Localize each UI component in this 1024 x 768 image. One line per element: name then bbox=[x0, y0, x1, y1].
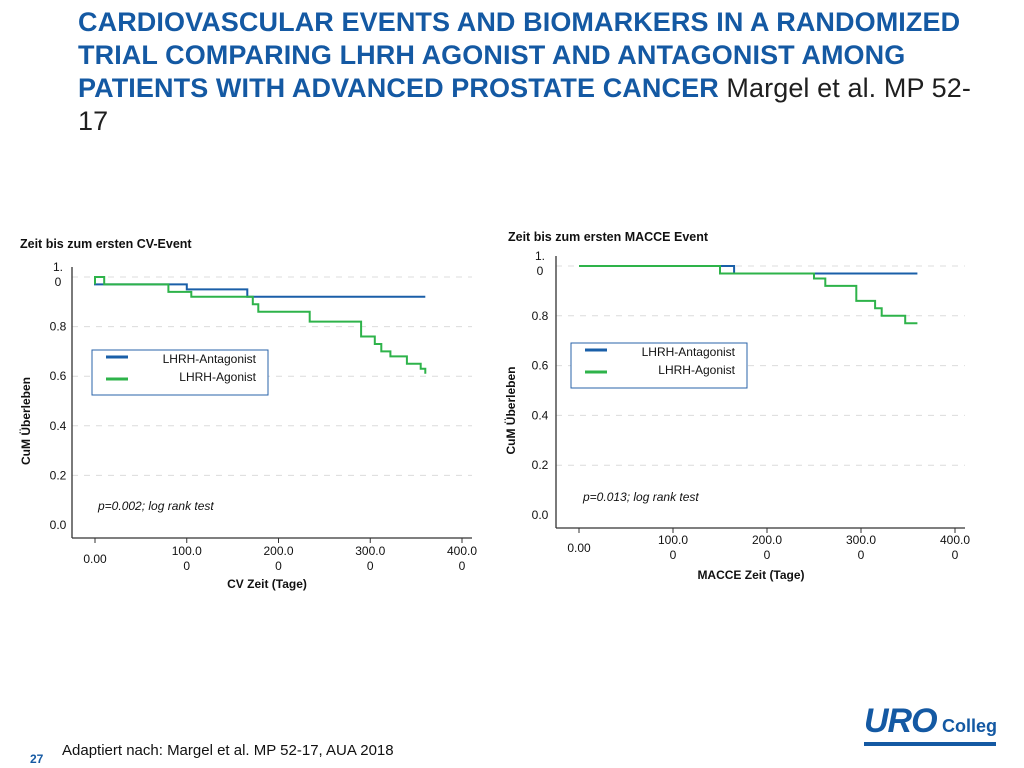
urocolleg-logo: URO Colleg bbox=[864, 702, 1000, 746]
x-tick-label: 300.0 0 bbox=[355, 544, 385, 573]
legend-label: LHRH-Agonist bbox=[658, 363, 735, 377]
x-tick-label: 400.0 0 bbox=[940, 533, 970, 562]
slide-title-citation: Margel et al. MP 52-17 bbox=[78, 73, 972, 136]
legend-label: LHRH-Antagonist bbox=[642, 345, 736, 359]
y-tick-label: 0.0 bbox=[532, 508, 549, 522]
y-tick-label: 1. 0 bbox=[53, 260, 63, 289]
y-tick-label: 0.2 bbox=[50, 468, 67, 482]
p-value-annotation-macce: p=0.013; log rank test bbox=[582, 490, 699, 504]
y-tick-label: 1. 0 bbox=[535, 249, 545, 278]
chart-cv: Zeit bis zum ersten CV-Event 1. 0 0.8 0.6 0.4… bbox=[18, 237, 477, 591]
slide-title: CARDIOVASCULAR EVENTS AND BIOMARKERS IN … bbox=[78, 6, 978, 138]
logo-underline bbox=[864, 742, 996, 746]
y-tick-label: 0.2 bbox=[532, 458, 549, 472]
x-tick-label: 0.00 bbox=[567, 541, 591, 555]
y-tick-label: 0.0 bbox=[50, 518, 67, 532]
x-axis-label-macce: MACCE Zeit (Tage) bbox=[697, 568, 804, 582]
footnote: Adaptiert nach: Margel et al. MP 52-17, … bbox=[62, 742, 394, 759]
series-line-lhrh-antagonist bbox=[579, 265, 918, 275]
legend-label: LHRH-Agonist bbox=[179, 370, 256, 384]
chart-title-macce: Zeit bis zum ersten MACCE Event bbox=[508, 230, 709, 244]
x-tick-label: 400.0 0 bbox=[447, 544, 477, 573]
y-tick-label: 0.8 bbox=[50, 320, 67, 334]
slide-title-main: CARDIOVASCULAR EVENTS AND BIOMARKERS IN … bbox=[78, 7, 961, 103]
x-tick-label: 0.00 bbox=[83, 552, 107, 566]
y-tick-label: 0.6 bbox=[532, 359, 549, 373]
legend-label: LHRH-Antagonist bbox=[163, 352, 257, 366]
logo-colleg-text: Colleg bbox=[942, 716, 998, 736]
y-axis-label-macce: CuM Überleben bbox=[503, 366, 518, 454]
y-axis-label-cv: CuM Überleben bbox=[18, 377, 33, 465]
x-tick-label: 300.0 0 bbox=[846, 533, 876, 562]
chart-macce: Zeit bis zum ersten MACCE Event 1. 0 0.8 0.6… bbox=[503, 230, 970, 582]
y-tick-label: 0.4 bbox=[532, 408, 549, 422]
x-tick-label: 200.0 0 bbox=[752, 533, 782, 562]
x-tick-label: 100.0 0 bbox=[172, 544, 202, 573]
legend-cv: LHRH-Antagonist LHRH-Agonist bbox=[91, 349, 269, 396]
series-line-lhrh-agonist bbox=[94, 276, 427, 374]
series-line-lhrh-agonist bbox=[579, 265, 918, 325]
legend-macce: LHRH-Antagonist LHRH-Agonist bbox=[570, 342, 748, 389]
p-value-annotation-cv: p=0.002; log rank test bbox=[97, 499, 214, 513]
page-number: 27 bbox=[30, 752, 44, 766]
series-line-lhrh-antagonist bbox=[94, 277, 426, 298]
x-tick-label: 100.0 0 bbox=[658, 533, 688, 562]
y-tick-label: 0.6 bbox=[50, 369, 67, 383]
chart-title-cv: Zeit bis zum ersten CV-Event bbox=[20, 237, 192, 251]
x-axis-label-cv: CV Zeit (Tage) bbox=[227, 577, 307, 591]
logo-uro-text: URO bbox=[864, 702, 938, 740]
x-tick-label: 200.0 0 bbox=[263, 544, 293, 573]
y-tick-label: 0.4 bbox=[50, 419, 67, 433]
y-tick-label: 0.8 bbox=[532, 309, 549, 323]
